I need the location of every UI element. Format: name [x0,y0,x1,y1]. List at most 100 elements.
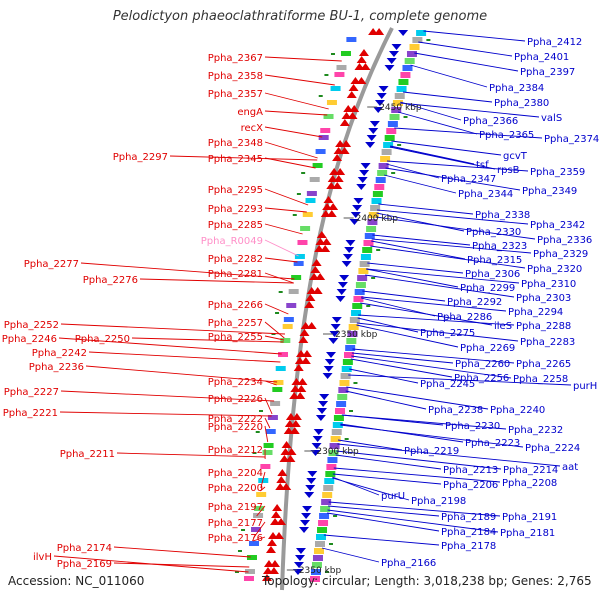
left-gene-mark [268,567,279,574]
left-gene-label: Ppha_2211 [60,449,115,460]
right-gene-mark [391,44,402,50]
left-gene-mark [261,574,272,581]
cog-block [251,527,262,532]
kbp-label: 2400 kbp [356,214,399,224]
left-gene-mark [274,532,285,539]
cog-block [386,128,397,134]
cog-block [315,149,326,154]
left-callout-line [58,337,282,355]
cog-block [246,555,257,560]
cog-block [394,93,405,99]
cog-block [256,492,267,497]
right-gene-label: Ppha_2347 [441,174,496,185]
right-callout-line [346,386,489,410]
left-callout-line [264,303,289,315]
cog-block [353,296,364,302]
right-callout-line [357,317,419,333]
right-callout-line [402,91,493,103]
cog-block [286,303,297,308]
cog-block [367,219,378,225]
cog-block [319,513,330,519]
left-gene-label: Ppha_2293 [208,204,263,215]
left-callout-line [264,223,303,235]
left-gene-mark [281,441,292,448]
kbp-label: 2350 kbp [335,330,378,340]
right-gene-mark [378,86,389,92]
right-gene-label: Ppha_2380 [494,98,549,109]
left-callout-line [264,92,329,110]
right-callout-line [384,174,457,194]
cog-block [291,275,302,280]
right-callout-line [400,102,540,118]
cog-block [374,184,385,190]
kbp-label: 2450 kbp [379,103,422,113]
cog-block [416,30,427,36]
cog-block [300,226,311,231]
spacer-mark [397,144,402,146]
left-gene-mark [305,294,316,301]
spacer-mark [275,312,280,314]
right-callout-line [328,505,440,517]
right-gene-label: Ppha_2401 [514,52,569,63]
right-gene-mark [360,163,371,169]
left-gene-label: Ppha_2242 [32,348,87,359]
left-gene-mark [335,168,346,175]
spacer-mark [271,333,276,335]
left-gene-mark [276,518,287,525]
left-gene-label: Ppha_2227 [4,387,59,398]
left-callout-line [60,323,286,335]
left-gene-label: Ppha_2266 [208,300,263,311]
spacer-mark [366,305,371,307]
cog-block [387,121,398,127]
right-gene-label: Ppha_2219 [404,446,459,457]
left-gene-label: Ppha_2169 [57,559,112,570]
right-callout-line [345,390,427,410]
right-gene-mark [356,184,367,190]
cog-block [248,541,259,546]
left-gene-mark [333,175,344,182]
kbp-label: 2350 kbp [299,566,342,576]
right-callout-line [377,209,529,225]
left-gene-label: Ppha_R0049 [201,236,263,247]
spacer-mark [349,410,354,412]
right-callout-line [321,547,380,563]
left-gene-label: Ppha_2246 [2,334,57,345]
cog-block [324,478,335,484]
left-gene-mark [298,336,309,343]
cog-block [375,177,386,183]
right-callout-line [356,324,459,348]
left-gene-label: ilvH [33,552,52,563]
left-callout-line [264,335,285,341]
right-callout-line [386,160,529,172]
cog-block [262,450,273,455]
left-callout-line [252,536,266,542]
right-gene-label: Ppha_2223 [465,438,520,449]
right-callout-line [414,52,519,72]
cog-block [398,79,409,85]
left-callout-line [264,110,328,116]
right-gene-mark [368,128,379,134]
cog-block [282,324,293,329]
spacer-mark [333,515,338,517]
cog-block [288,289,299,294]
cog-block [320,128,331,133]
right-gene-mark [388,51,399,57]
left-gene-mark [272,504,283,511]
cog-block [338,387,349,393]
cog-block [320,506,331,512]
right-gene-mark [369,121,380,127]
right-callout-line [328,501,501,517]
cog-block [329,443,340,449]
right-gene-label: Ppha_2214 [503,465,558,476]
right-gene-label: Ppha_2330 [466,227,521,238]
left-gene-mark [286,448,297,455]
cog-block [258,478,269,483]
right-callout-line [358,314,515,326]
left-gene-label: Ppha_2257 [208,318,263,329]
left-gene-mark [320,245,331,252]
right-gene-mark [307,471,318,477]
left-gene-label: Ppha_2174 [57,543,112,554]
left-callout-line [264,380,277,386]
left-gene-mark [349,105,360,112]
